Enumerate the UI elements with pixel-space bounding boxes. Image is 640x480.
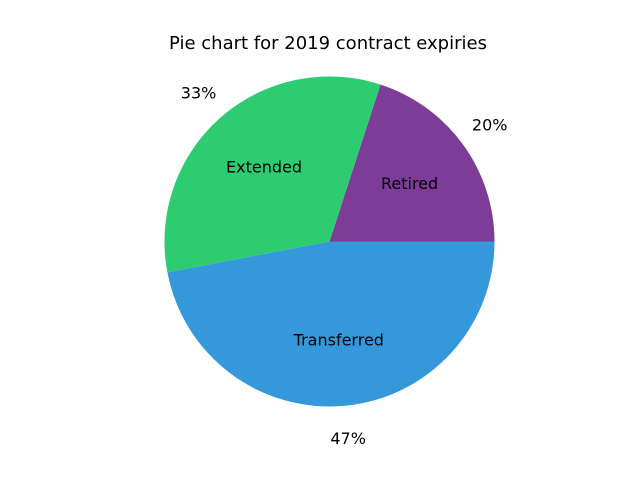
slice-percent-retired: 20%	[472, 116, 508, 135]
slice-percent-transferred: 47%	[330, 429, 366, 448]
slice-label-retired: Retired	[381, 174, 438, 193]
slice-percent-extended: 33%	[181, 83, 217, 102]
chart-title: Pie chart for 2019 contract expiries	[169, 33, 487, 54]
slice-label-transferred: Transferred	[293, 331, 384, 350]
pie-slice-transferred	[167, 241, 495, 407]
slice-label-extended: Extended	[226, 158, 302, 177]
slices-layer	[164, 76, 495, 407]
pie-slice-extended	[164, 76, 381, 273]
pie-slice-retired	[329, 84, 495, 242]
labels-layer: Retired 20% Extended 33% Transferred 47%	[181, 83, 508, 448]
